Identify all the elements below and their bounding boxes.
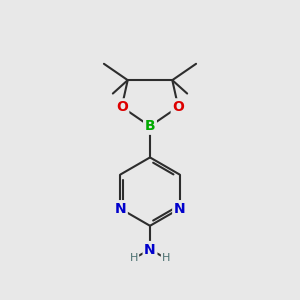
Text: O: O: [116, 100, 128, 114]
Text: H: H: [130, 254, 138, 263]
Text: H: H: [162, 254, 170, 263]
Text: N: N: [144, 243, 156, 256]
Text: N: N: [115, 202, 126, 216]
Text: B: B: [145, 119, 155, 133]
Text: N: N: [174, 202, 185, 216]
Text: O: O: [172, 100, 184, 114]
